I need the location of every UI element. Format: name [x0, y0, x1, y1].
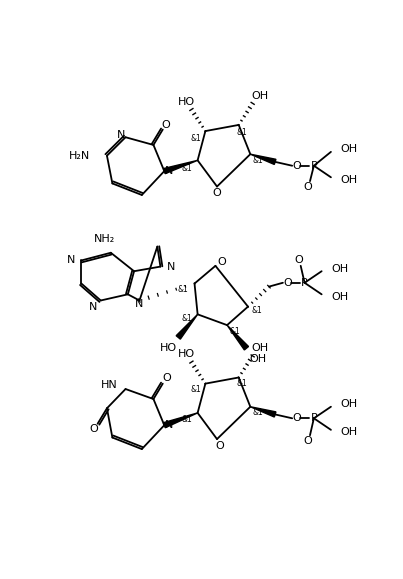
Text: OH: OH [340, 175, 357, 185]
Text: &1: &1 [253, 408, 264, 417]
Text: O: O [283, 278, 292, 288]
Text: OH: OH [331, 292, 348, 302]
Text: HO: HO [178, 97, 195, 107]
Text: O: O [293, 413, 301, 423]
Text: O: O [303, 437, 312, 446]
Text: OH: OH [249, 354, 267, 364]
Text: HO: HO [178, 349, 195, 360]
Text: O: O [216, 441, 224, 451]
Text: N: N [165, 166, 173, 176]
Text: &1: &1 [252, 306, 263, 315]
Polygon shape [163, 413, 197, 428]
Text: &1: &1 [229, 327, 240, 336]
Text: &1: &1 [237, 128, 247, 137]
Polygon shape [250, 154, 276, 164]
Text: O: O [89, 424, 98, 434]
Text: &1: &1 [178, 285, 188, 294]
Text: &1: &1 [181, 415, 192, 424]
Text: &1: &1 [237, 379, 247, 388]
Text: O: O [294, 255, 303, 265]
Text: O: O [293, 161, 301, 171]
Polygon shape [227, 325, 249, 350]
Text: &1: &1 [191, 385, 202, 394]
Text: &1: &1 [181, 163, 192, 173]
Polygon shape [176, 314, 197, 339]
Text: OH: OH [252, 91, 269, 101]
Text: &1: &1 [181, 314, 192, 323]
Text: P: P [310, 161, 317, 171]
Text: O: O [303, 182, 312, 192]
Text: OH: OH [340, 400, 357, 409]
Text: &1: &1 [253, 156, 264, 165]
Text: N: N [135, 299, 144, 309]
Polygon shape [164, 160, 197, 174]
Text: OH: OH [340, 144, 357, 154]
Text: &1: &1 [191, 134, 202, 143]
Text: HO: HO [160, 343, 177, 353]
Text: H₂N: H₂N [69, 151, 90, 161]
Text: N: N [166, 262, 175, 272]
Text: N: N [67, 255, 75, 265]
Text: OH: OH [331, 264, 348, 274]
Text: P: P [301, 278, 308, 288]
Polygon shape [250, 406, 276, 417]
Text: N: N [89, 302, 97, 312]
Text: OH: OH [252, 343, 269, 353]
Text: O: O [162, 120, 170, 130]
Text: O: O [162, 373, 171, 383]
Text: NH₂: NH₂ [94, 234, 115, 244]
Text: OH: OH [340, 427, 357, 437]
Text: P: P [310, 413, 317, 423]
Text: O: O [217, 257, 226, 267]
Text: O: O [213, 188, 221, 199]
Text: N: N [117, 130, 125, 140]
Text: HN: HN [101, 380, 118, 390]
Text: N: N [165, 420, 173, 430]
